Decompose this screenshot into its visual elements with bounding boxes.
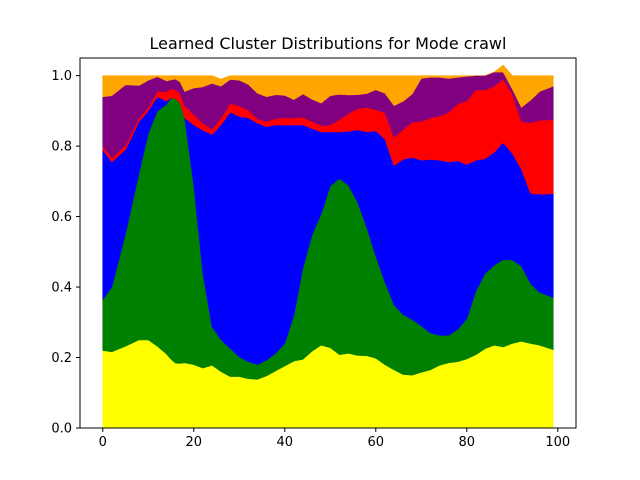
x-tick-label: 0 bbox=[99, 435, 107, 450]
x-tick-label: 40 bbox=[276, 435, 293, 450]
x-tick-label: 20 bbox=[185, 435, 202, 450]
y-tick-label: 0.0 bbox=[51, 422, 72, 437]
y-tick-label: 0.6 bbox=[51, 210, 72, 225]
x-tick-label: 100 bbox=[545, 435, 570, 450]
plot-frame bbox=[79, 57, 577, 429]
x-tick-label: 80 bbox=[459, 435, 476, 450]
chart-title: Learned Cluster Distributions for Mode c… bbox=[150, 34, 507, 53]
y-tick-label: 1.0 bbox=[51, 69, 72, 84]
area-series-6 bbox=[102, 64, 554, 108]
y-tick-label: 0.2 bbox=[51, 351, 72, 366]
stacked-areas bbox=[102, 64, 554, 429]
y-tick-label: 0.8 bbox=[51, 140, 72, 155]
y-tick-label: 0.4 bbox=[51, 281, 72, 296]
axes: 0 20 40 60 80 100 0.0 0.2 0.4 0.6 0.8 1.0 bbox=[51, 57, 577, 450]
x-tick-label: 60 bbox=[368, 435, 385, 450]
